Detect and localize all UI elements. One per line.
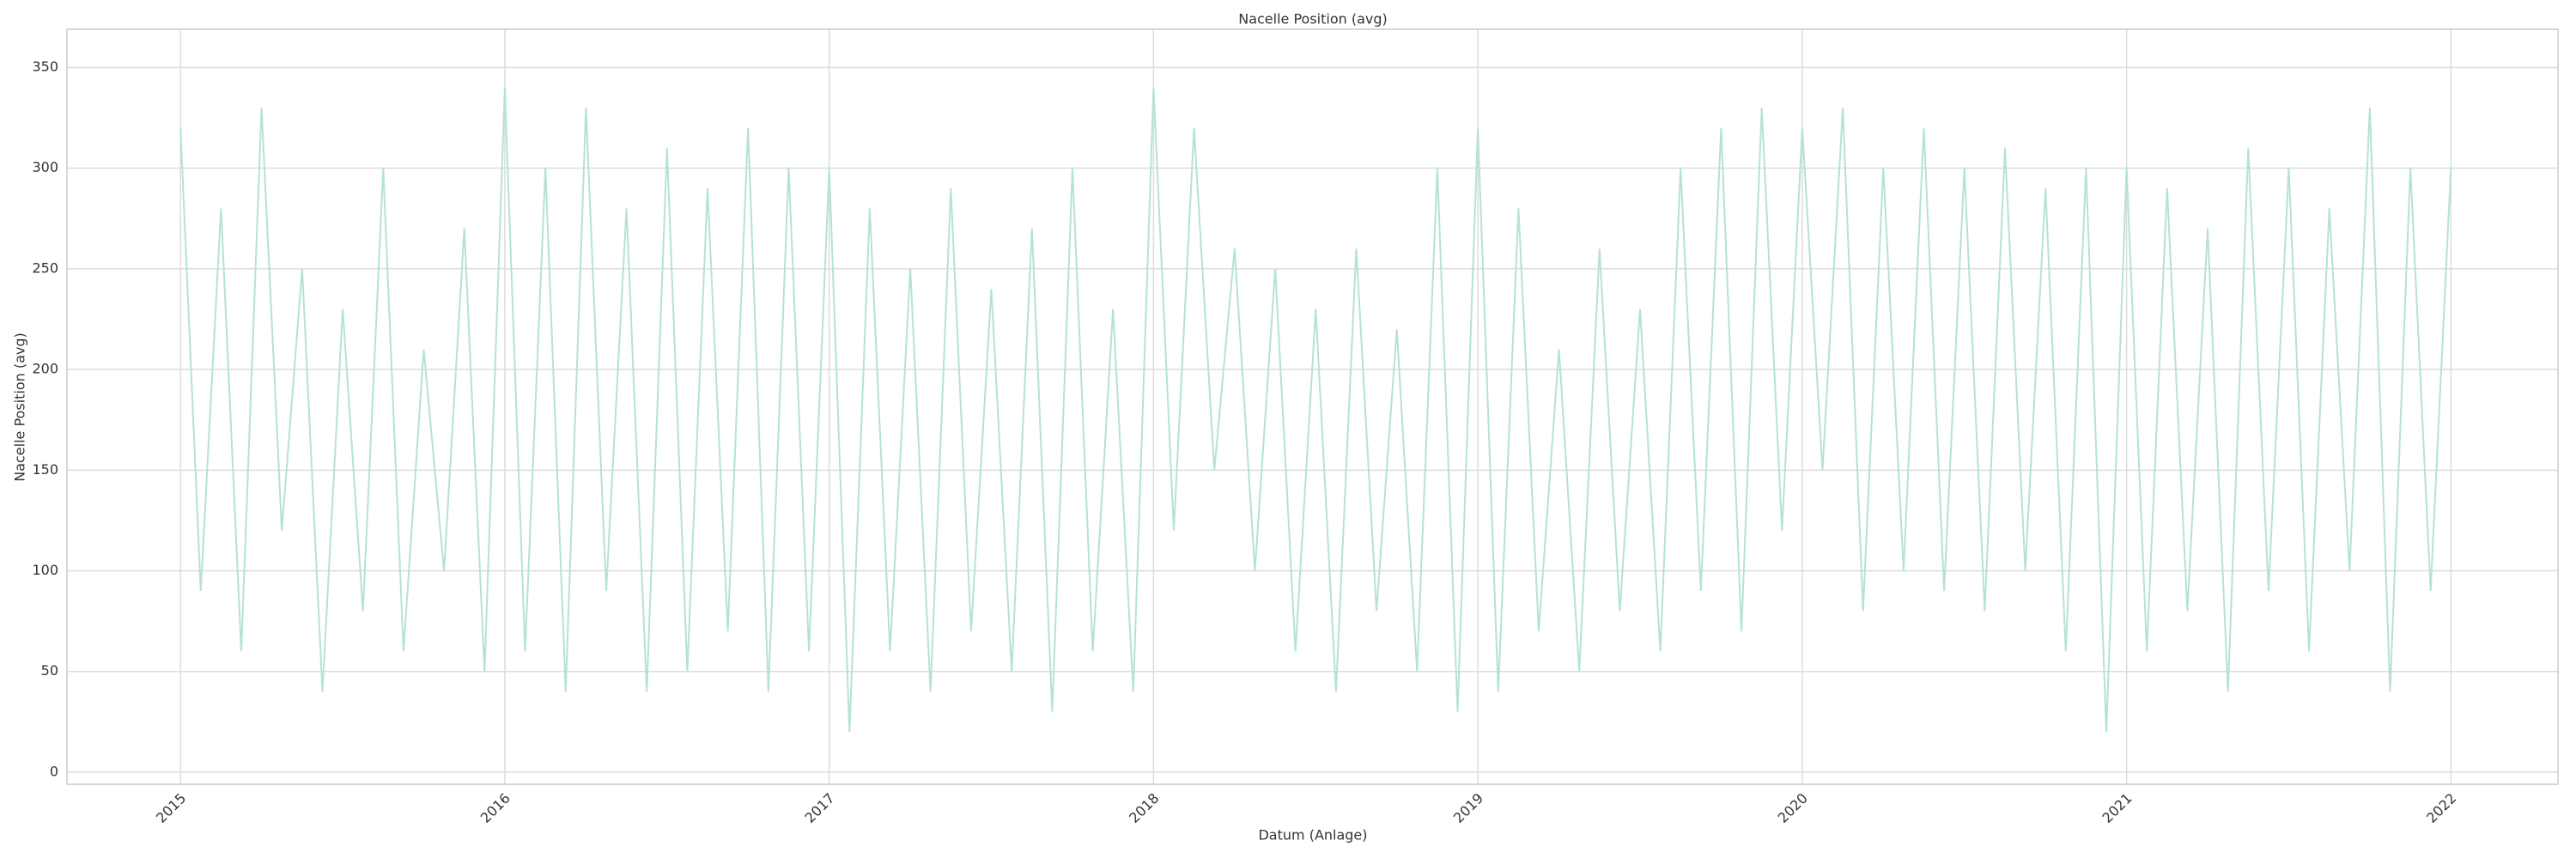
y-axis-label: Nacelle Position (avg) bbox=[12, 332, 28, 482]
data-line bbox=[179, 87, 2452, 733]
y-tick-label: 250 bbox=[32, 259, 58, 276]
y-tick-label: 0 bbox=[50, 763, 58, 779]
chart-title: Nacelle Position (avg) bbox=[1238, 11, 1388, 27]
y-tick-label: 200 bbox=[32, 361, 58, 377]
y-tick-label: 100 bbox=[32, 562, 58, 578]
y-tick-label: 300 bbox=[32, 159, 58, 175]
x-axis-label: Datum (Anlage) bbox=[1258, 827, 1367, 844]
y-tick-label: 350 bbox=[32, 58, 58, 75]
plot-frame bbox=[66, 28, 2559, 785]
y-tick-label: 50 bbox=[41, 662, 58, 679]
y-tick-label: 150 bbox=[32, 461, 58, 478]
